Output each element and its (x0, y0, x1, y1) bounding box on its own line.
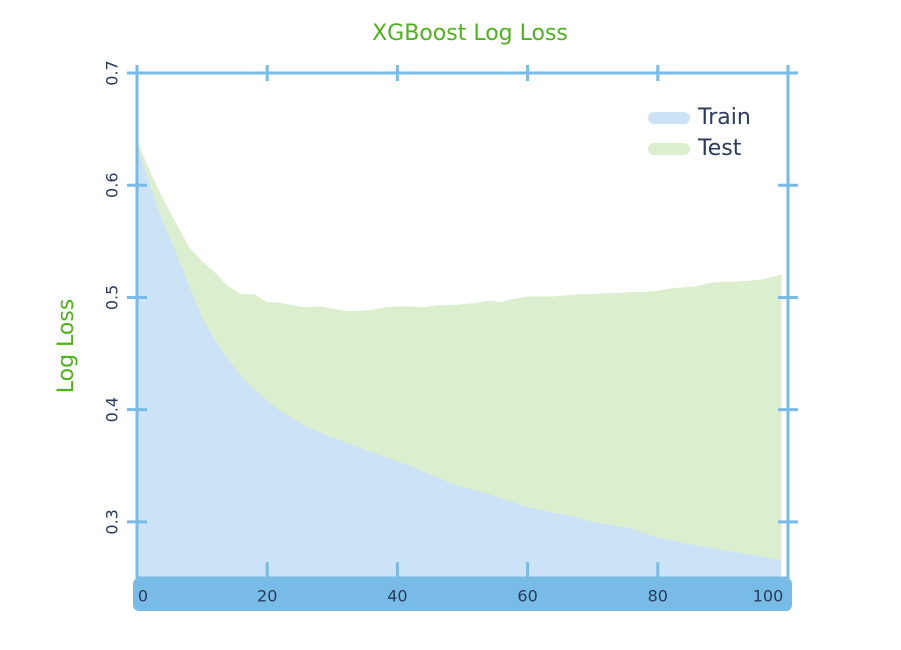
x-tick-label: 100 (753, 587, 784, 606)
legend-swatch (648, 143, 690, 155)
y-tick-label: 0.7 (103, 60, 122, 85)
x-tick-label: 60 (517, 587, 537, 606)
x-tick-label: 40 (387, 587, 407, 606)
x-tick-label: 80 (648, 587, 668, 606)
x-axis-band (133, 578, 792, 611)
y-axis-label: Log Loss (54, 299, 79, 394)
y-tick-label: 0.6 (103, 172, 122, 197)
y-tick-label: 0.5 (103, 285, 122, 310)
chart-title: XGBoost Log Loss (372, 21, 568, 46)
legend-swatch (648, 112, 690, 124)
x-tick-label: 0 (138, 587, 148, 606)
legend-label: Train (697, 105, 751, 130)
y-tick-label: 0.3 (103, 509, 122, 534)
legend-label: Test (697, 136, 742, 161)
area (137, 145, 782, 578)
y-tick-label: 0.4 (103, 397, 122, 422)
x-tick-label: 20 (257, 587, 277, 606)
